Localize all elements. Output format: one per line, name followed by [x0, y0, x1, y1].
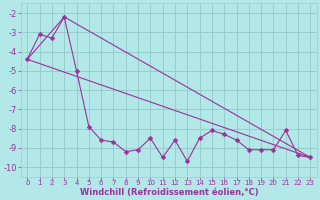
X-axis label: Windchill (Refroidissement éolien,°C): Windchill (Refroidissement éolien,°C) [80, 188, 258, 197]
